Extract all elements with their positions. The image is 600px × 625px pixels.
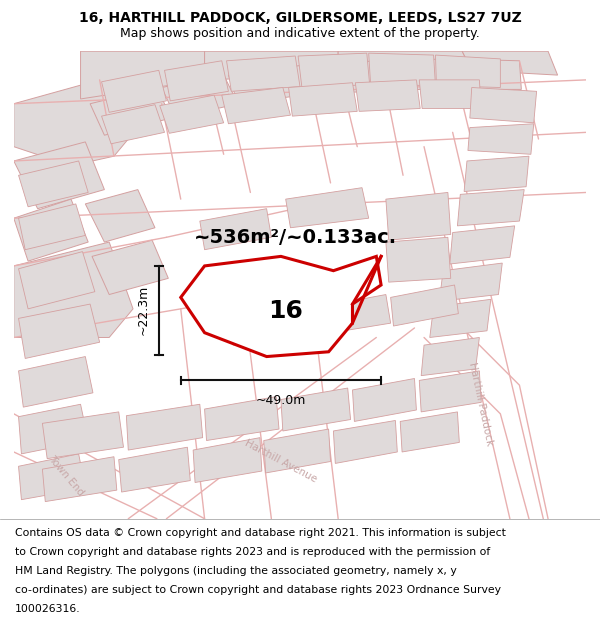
Polygon shape xyxy=(161,75,238,118)
Polygon shape xyxy=(19,204,85,250)
Polygon shape xyxy=(381,59,452,91)
Polygon shape xyxy=(468,124,534,154)
Polygon shape xyxy=(14,142,104,209)
Text: HM Land Registry. The polygons (including the associated geometry, namely x, y: HM Land Registry. The polygons (includin… xyxy=(15,566,457,576)
Polygon shape xyxy=(14,80,138,166)
Polygon shape xyxy=(281,388,350,431)
Polygon shape xyxy=(193,438,262,483)
Polygon shape xyxy=(43,412,124,459)
Polygon shape xyxy=(338,51,472,75)
Polygon shape xyxy=(289,82,357,116)
Text: Town End: Town End xyxy=(47,454,86,498)
Polygon shape xyxy=(419,80,481,109)
Polygon shape xyxy=(264,429,331,473)
Text: Map shows position and indicative extent of the property.: Map shows position and indicative extent… xyxy=(120,27,480,40)
Polygon shape xyxy=(14,199,88,261)
Polygon shape xyxy=(368,53,436,86)
Text: 100026316.: 100026316. xyxy=(15,604,80,614)
Text: Contains OS data © Crown copyright and database right 2021. This information is : Contains OS data © Crown copyright and d… xyxy=(15,528,506,538)
Text: to Crown copyright and database rights 2023 and is reproduced with the permissio: to Crown copyright and database rights 2… xyxy=(15,548,490,558)
Polygon shape xyxy=(229,66,310,104)
Text: 16: 16 xyxy=(268,299,303,322)
Polygon shape xyxy=(205,51,338,80)
Polygon shape xyxy=(160,95,224,133)
Polygon shape xyxy=(222,88,290,124)
Text: Harthill Avenue: Harthill Avenue xyxy=(243,438,319,485)
Polygon shape xyxy=(286,188,368,228)
Polygon shape xyxy=(227,56,300,91)
Polygon shape xyxy=(19,304,100,359)
Polygon shape xyxy=(164,61,229,101)
Polygon shape xyxy=(14,242,133,338)
Text: co-ordinates) are subject to Crown copyright and database rights 2023 Ordnance S: co-ordinates) are subject to Crown copyr… xyxy=(15,585,501,595)
Polygon shape xyxy=(19,404,88,454)
Text: ~536m²/~0.133ac.: ~536m²/~0.133ac. xyxy=(194,228,397,247)
Polygon shape xyxy=(400,412,460,452)
Polygon shape xyxy=(200,209,271,250)
Polygon shape xyxy=(85,189,155,242)
Polygon shape xyxy=(430,299,491,338)
Polygon shape xyxy=(298,53,370,88)
Polygon shape xyxy=(470,88,536,122)
Polygon shape xyxy=(355,80,420,111)
Polygon shape xyxy=(457,189,524,226)
Polygon shape xyxy=(310,294,391,336)
Text: ~22.3m: ~22.3m xyxy=(136,285,149,336)
Polygon shape xyxy=(19,252,95,309)
Text: ~49.0m: ~49.0m xyxy=(256,394,306,407)
Polygon shape xyxy=(305,61,384,96)
Polygon shape xyxy=(386,192,451,240)
Text: Harthill Paddock: Harthill Paddock xyxy=(467,362,495,447)
Polygon shape xyxy=(386,238,451,282)
Polygon shape xyxy=(90,88,171,135)
Polygon shape xyxy=(391,285,458,326)
Text: 16, HARTHILL PADDOCK, GILDERSOME, LEEDS, LS27 7UZ: 16, HARTHILL PADDOCK, GILDERSOME, LEEDS,… xyxy=(79,11,521,25)
Polygon shape xyxy=(450,226,515,264)
Polygon shape xyxy=(101,71,166,112)
Polygon shape xyxy=(181,256,381,356)
Polygon shape xyxy=(421,338,479,376)
Polygon shape xyxy=(352,379,416,421)
Polygon shape xyxy=(334,421,397,463)
Polygon shape xyxy=(119,448,190,492)
Polygon shape xyxy=(19,356,93,407)
Polygon shape xyxy=(462,51,557,75)
Polygon shape xyxy=(439,263,502,301)
Polygon shape xyxy=(205,397,279,441)
Polygon shape xyxy=(101,104,164,144)
Polygon shape xyxy=(92,240,169,294)
Polygon shape xyxy=(436,55,500,88)
Polygon shape xyxy=(19,161,88,207)
Polygon shape xyxy=(419,371,481,412)
Polygon shape xyxy=(43,457,117,502)
Polygon shape xyxy=(19,454,85,499)
Polygon shape xyxy=(451,59,521,89)
Polygon shape xyxy=(229,304,310,345)
Polygon shape xyxy=(127,404,203,450)
Polygon shape xyxy=(464,156,529,191)
Polygon shape xyxy=(80,51,205,99)
